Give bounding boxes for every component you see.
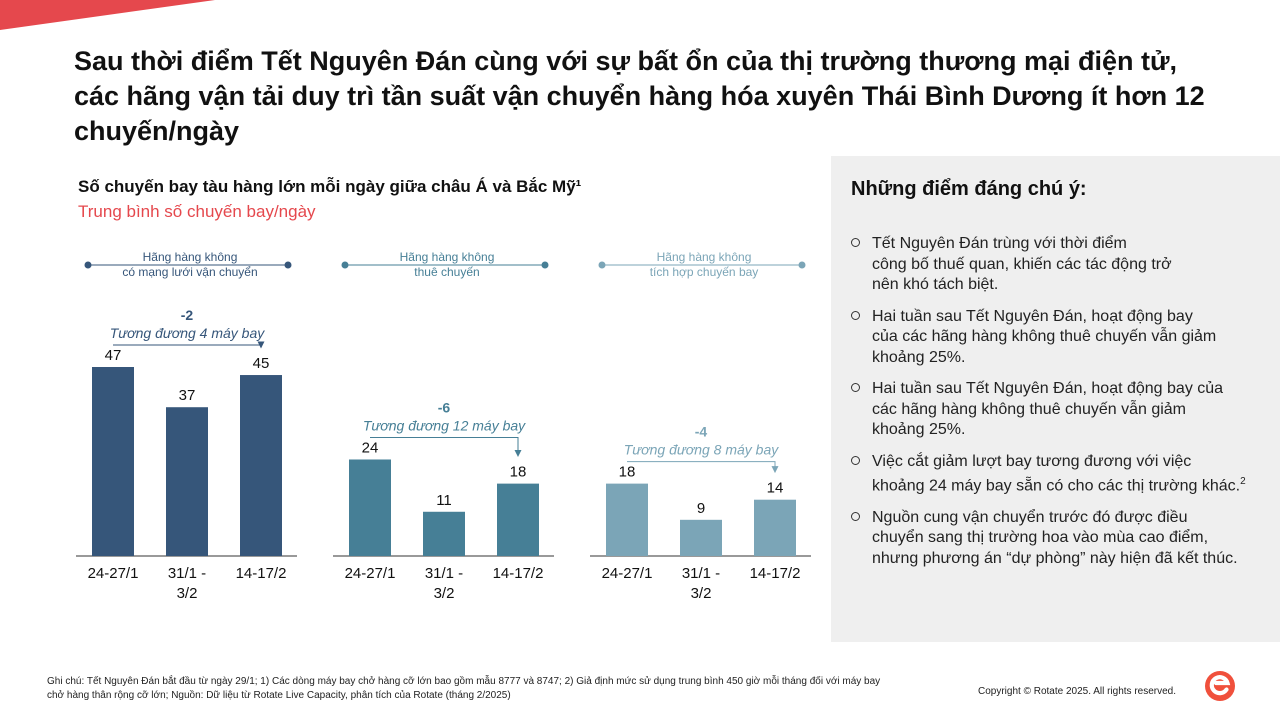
circle-bullet-icon	[851, 310, 860, 320]
data-label: 18	[510, 464, 527, 481]
data-label: 47	[105, 347, 122, 364]
bar	[754, 499, 796, 556]
insight-line: Hai tuần sau Tết Nguyên Đán, hoạt động b…	[872, 307, 1193, 325]
category-label: 14-17/2	[236, 565, 287, 582]
data-label: 45	[253, 355, 270, 372]
bar	[497, 483, 539, 556]
delta-arrow	[370, 436, 522, 458]
insight-line: các hãng hàng không thuê chuyến vẫn giảm	[872, 400, 1187, 418]
bar	[166, 407, 208, 556]
insight-line: công bố thuế quan, khiến các tác động tr…	[872, 255, 1172, 273]
category-label: 24-27/1	[602, 565, 653, 582]
delta-value: -2	[181, 307, 194, 323]
group-header-line: có mạng lưới vận chuyển	[122, 265, 258, 279]
insight-line: Hai tuần sau Tết Nguyên Đán, hoạt động b…	[872, 380, 1224, 397]
insight-item: Tết Nguyên Đán trùng với thời điểm công b…	[849, 234, 1259, 296]
group-header-dot	[598, 261, 606, 269]
insight-line: Tết Nguyên Đán trùng với thời điểm	[872, 235, 1127, 252]
chart-subtitle: Trung bình số chuyến bay/ngày	[78, 202, 316, 221]
delta-arrow	[627, 461, 779, 474]
group-header-line: tích hợp chuyến bay	[649, 265, 759, 279]
insight-line: khoảng 25%.	[872, 421, 966, 438]
bar	[92, 367, 134, 556]
group-header-line: Hãng hàng không	[399, 250, 495, 264]
insights-panel: Những điểm đáng chú ý: Tết Nguyên Đán tr…	[831, 156, 1280, 642]
data-label: 11	[436, 492, 452, 509]
group-header-line: thuê chuyến	[414, 265, 480, 279]
copyright: Copyright © Rotate 2025. All rights rese…	[978, 686, 1177, 697]
panel-title: Những điểm đáng chú ý:	[851, 178, 1087, 200]
insight-item: Hai tuần sau Tết Nguyên Đán, hoạt động b…	[849, 379, 1259, 441]
circle-bullet-icon	[851, 383, 860, 392]
insight-item: Nguồn cung vận chuyển trước đó được điều…	[849, 508, 1259, 570]
delta-note: Tương đương 8 máy bay	[624, 442, 780, 458]
delta-value: -4	[695, 424, 708, 440]
group-header: Hãng hàng không tích hợp chuyến bay	[594, 250, 814, 280]
delta-arrow	[113, 341, 265, 349]
insight-line: Việc cắt giảm lượt bay tương đương với v…	[872, 452, 1192, 470]
page-title: Sau thời điểm Tết Nguyên Đán cùng với sự…	[74, 46, 1205, 146]
footnote-line: chở hàng thân rộng cỡ lớn; Nguồn: Dữ liệ…	[47, 689, 511, 701]
category-label: 14-17/2	[493, 565, 544, 582]
category-label: 3/2	[691, 585, 712, 602]
corner-stripe	[0, 0, 215, 30]
category-label: 3/2	[434, 585, 455, 602]
circle-bullet-icon	[851, 238, 860, 247]
footnote-line: Ghi chú: Tết Nguyên Đán bắt đầu từ ngày …	[47, 676, 881, 687]
insight-line: khoảng 25%.	[872, 348, 966, 366]
bar-charts: 47 24-27/1 37 31/1 - 3/2 45 14-17/2 -2 Tương đươ…	[76, 261, 811, 602]
footnote-ref: 2	[1240, 476, 1246, 487]
group-header-line: Hãng hàng không	[142, 250, 238, 264]
insight-line: nhưng phương án “dự phòng” này hiện đã k…	[872, 549, 1238, 567]
group-header: Hãng hàng không có mạng lưới vận chuyển	[80, 250, 300, 280]
category-label: 24-27/1	[345, 565, 396, 582]
data-label: 14	[767, 480, 784, 497]
group-header-dot	[84, 261, 92, 269]
category-label: 31/1 -	[682, 565, 720, 582]
category-label: 31/1 -	[168, 565, 206, 582]
footnote: Ghi chú: Tết Nguyên Đán bắt đầu từ ngày …	[47, 675, 947, 702]
delta-note: Tương đương 12 máy bay	[363, 417, 526, 433]
data-label: 24	[362, 439, 379, 456]
bar	[423, 511, 465, 556]
delta-value: -6	[438, 399, 451, 415]
bar	[349, 459, 391, 556]
bar	[240, 375, 282, 556]
category-label: 24-27/1	[88, 565, 139, 582]
chart-title: Số chuyến bay tàu hàng lớn mỗi ngày giữa…	[78, 177, 582, 196]
group-header-dot	[284, 261, 292, 269]
circle-bullet-icon	[851, 455, 860, 465]
insight-line: Nguồn cung vận chuyển trước đó được điều	[872, 508, 1188, 526]
delta-note: Tương đương 4 máy bay	[110, 325, 266, 341]
data-label: 37	[179, 387, 196, 404]
category-label: 3/2	[177, 585, 198, 602]
group-header: Hãng hàng không thuê chuyến	[337, 250, 557, 280]
insights-list: Tết Nguyên Đán trùng với thời điểm công b…	[849, 234, 1259, 580]
insight-item: Hai tuần sau Tết Nguyên Đán, hoạt động b…	[849, 307, 1259, 369]
group-header-dot	[541, 261, 549, 269]
data-label: 9	[697, 500, 705, 517]
bar	[680, 519, 722, 556]
category-label: 31/1 -	[425, 565, 463, 582]
data-label: 18	[619, 464, 636, 481]
rotate-logo-icon	[1205, 671, 1235, 701]
category-label: 14-17/2	[750, 565, 801, 582]
circle-bullet-icon	[851, 511, 860, 521]
insight-line: nên khó tách biệt.	[872, 276, 999, 293]
insight-item: Việc cắt giảm lượt bay tương đương với v…	[849, 452, 1259, 497]
insight-line: khoảng 24 máy bay sẵn có cho các thị trư…	[872, 477, 1241, 495]
insight-line: chuyển sang thị trường hoa vào mùa cao đ…	[872, 529, 1209, 547]
insight-line: của các hãng hàng không thuê chuyến vẫn …	[872, 328, 1217, 345]
bar	[606, 483, 648, 556]
group-header-line: Hãng hàng không	[656, 250, 752, 264]
group-header-dot	[798, 261, 806, 269]
group-header-dot	[341, 261, 349, 269]
